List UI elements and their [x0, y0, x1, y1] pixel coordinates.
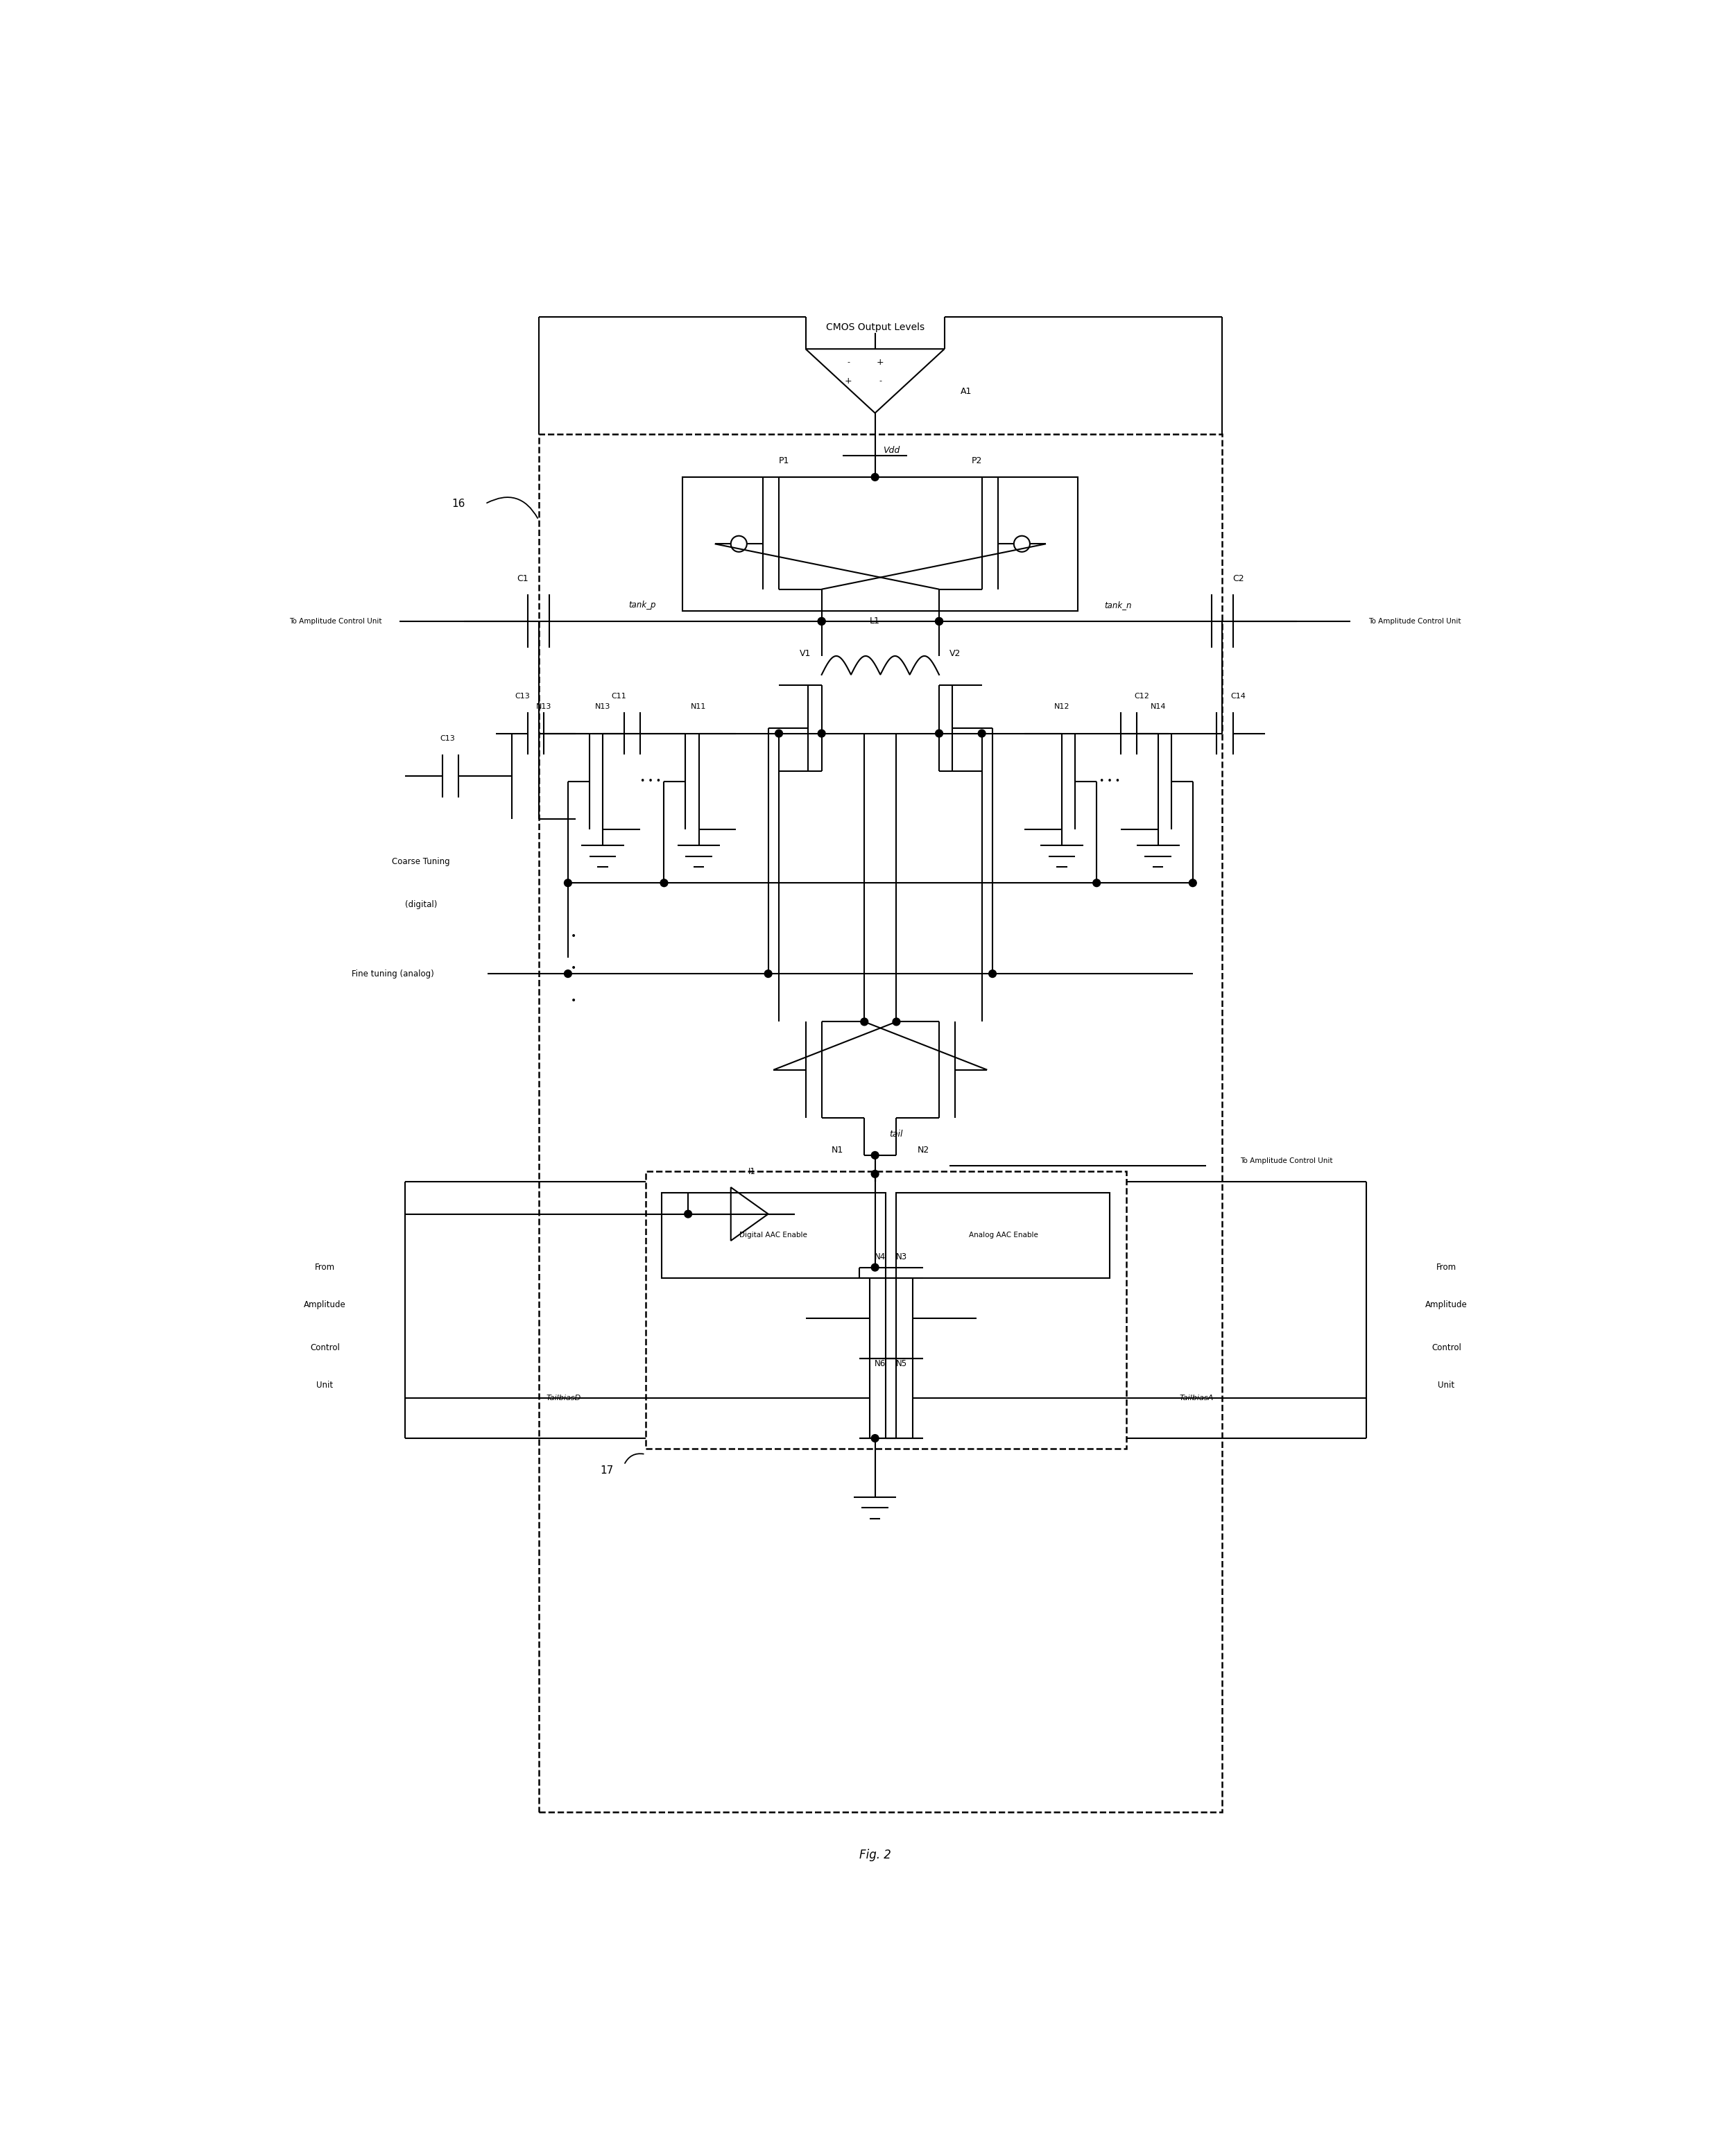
Text: N6: N6 — [874, 1358, 886, 1369]
Text: C1: C1 — [517, 573, 529, 582]
Bar — [645, 1171, 1126, 1449]
Text: +: + — [845, 377, 852, 386]
Circle shape — [818, 617, 825, 625]
Text: Control: Control — [310, 1343, 340, 1352]
Circle shape — [1189, 880, 1196, 886]
Circle shape — [936, 729, 943, 737]
Circle shape — [979, 729, 986, 737]
Text: N5: N5 — [897, 1358, 907, 1369]
Circle shape — [989, 970, 996, 977]
Circle shape — [1093, 880, 1100, 886]
Text: C13: C13 — [440, 735, 455, 742]
Text: Unit: Unit — [1437, 1380, 1454, 1388]
Text: I1: I1 — [748, 1166, 756, 1175]
Circle shape — [765, 970, 772, 977]
Bar — [897, 1192, 1110, 1279]
Text: N3: N3 — [897, 1253, 907, 1261]
Text: 17: 17 — [601, 1466, 613, 1475]
Text: P1: P1 — [779, 457, 789, 466]
Text: N13: N13 — [595, 703, 611, 709]
Circle shape — [936, 617, 943, 625]
Text: 16: 16 — [452, 498, 465, 509]
Text: Amplitude: Amplitude — [305, 1300, 346, 1309]
Circle shape — [871, 474, 879, 481]
Text: From: From — [1436, 1263, 1456, 1272]
Text: V2: V2 — [950, 649, 962, 658]
Circle shape — [871, 1434, 879, 1442]
Text: Coarse Tuning: Coarse Tuning — [392, 858, 450, 867]
Text: -: - — [847, 358, 850, 367]
Text: tank_p: tank_p — [628, 602, 655, 610]
Text: N1: N1 — [832, 1145, 844, 1153]
Text: C13: C13 — [515, 692, 530, 699]
Text: •: • — [570, 931, 577, 942]
Circle shape — [861, 1018, 867, 1026]
Text: C12: C12 — [1134, 692, 1150, 699]
Circle shape — [660, 880, 667, 886]
Circle shape — [871, 1263, 879, 1272]
Text: TailbiasA: TailbiasA — [1179, 1395, 1213, 1401]
Text: C14: C14 — [1230, 692, 1246, 699]
Text: N11: N11 — [691, 703, 707, 709]
Text: Analog AAC Enable: Analog AAC Enable — [968, 1231, 1039, 1240]
Bar — [683, 476, 1078, 610]
Text: tank_n: tank_n — [1105, 602, 1133, 610]
Text: •: • — [570, 996, 577, 1005]
Circle shape — [818, 617, 825, 625]
Text: C11: C11 — [611, 692, 626, 699]
Text: tail: tail — [890, 1130, 903, 1138]
Circle shape — [818, 729, 825, 737]
Text: Digital AAC Enable: Digital AAC Enable — [739, 1231, 808, 1240]
Bar — [662, 1192, 886, 1279]
Text: N14: N14 — [1150, 703, 1165, 709]
Text: To Amplitude Control Unit: To Amplitude Control Unit — [1369, 619, 1461, 625]
Text: Fig. 2: Fig. 2 — [859, 1848, 891, 1861]
Text: CMOS Output Levels: CMOS Output Levels — [826, 323, 924, 332]
Text: Vdd: Vdd — [883, 446, 900, 455]
Circle shape — [893, 1018, 900, 1026]
Text: N2: N2 — [917, 1145, 929, 1153]
Text: From: From — [315, 1263, 335, 1272]
Circle shape — [565, 880, 571, 886]
Text: P2: P2 — [972, 457, 982, 466]
Circle shape — [871, 1151, 879, 1160]
Text: (digital): (digital) — [406, 899, 438, 910]
Text: • • •: • • • — [640, 776, 660, 787]
Circle shape — [936, 617, 943, 625]
Text: To Amplitude Control Unit: To Amplitude Control Unit — [289, 619, 382, 625]
Circle shape — [775, 729, 782, 737]
Text: L1: L1 — [869, 617, 879, 625]
Circle shape — [871, 1171, 879, 1177]
Text: TailbiasD: TailbiasD — [546, 1395, 582, 1401]
Text: •: • — [570, 964, 577, 972]
Text: To Amplitude Control Unit: To Amplitude Control Unit — [1240, 1158, 1333, 1164]
Text: V1: V1 — [801, 649, 811, 658]
Text: +: + — [876, 358, 885, 367]
Bar — [539, 433, 1222, 1811]
Text: -: - — [879, 377, 881, 384]
Text: N4: N4 — [874, 1253, 886, 1261]
Text: Amplitude: Amplitude — [1425, 1300, 1468, 1309]
Text: C2: C2 — [1232, 573, 1244, 582]
Circle shape — [565, 970, 571, 977]
Text: A1: A1 — [960, 388, 972, 397]
Text: N12: N12 — [1054, 703, 1069, 709]
Circle shape — [684, 1210, 691, 1218]
Text: • • •: • • • — [1100, 776, 1121, 787]
Text: Fine tuning (analog): Fine tuning (analog) — [352, 970, 435, 979]
Text: Unit: Unit — [317, 1380, 334, 1388]
Text: N13: N13 — [536, 703, 551, 709]
Text: Control: Control — [1432, 1343, 1461, 1352]
